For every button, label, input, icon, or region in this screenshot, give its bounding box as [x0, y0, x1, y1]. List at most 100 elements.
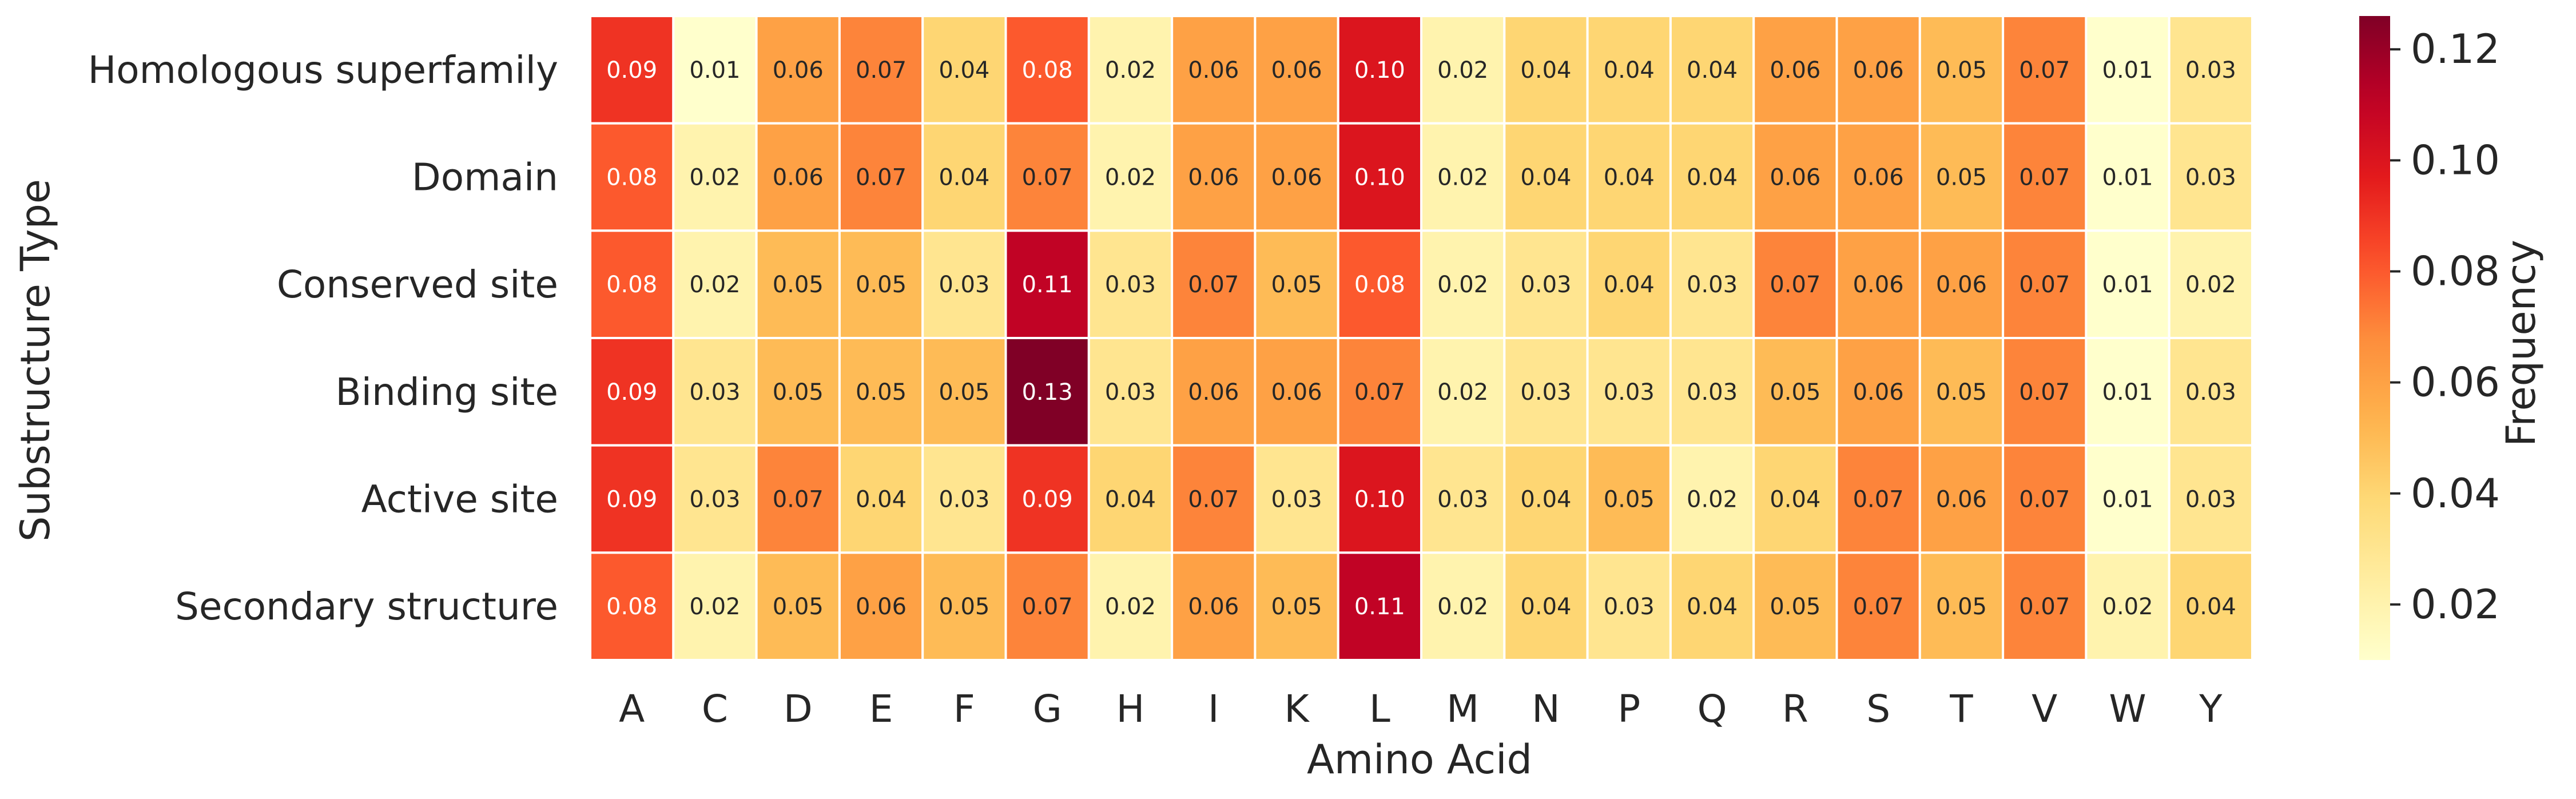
heatmap-cell: [838, 337, 924, 447]
cell-value-label: 0.03: [1271, 487, 1322, 513]
cell-value-label: 0.07: [2019, 165, 2070, 191]
heatmap-cell: [1254, 229, 1339, 340]
cell-value-label: 0.02: [1437, 379, 1488, 406]
x-tick-label: R: [1782, 687, 1808, 731]
heatmap-cell: [2085, 551, 2170, 661]
heatmap-cell: [1918, 444, 2005, 554]
cell-value-label: 0.04: [1770, 487, 1820, 513]
heatmap-cell: [589, 15, 675, 125]
cell-value-label: 0.05: [939, 379, 989, 406]
heatmap-cell: [1004, 15, 1090, 125]
heatmap-cell: [1752, 337, 1838, 447]
cell-value-label: 0.10: [1354, 487, 1405, 513]
y-tick-label: Binding site: [335, 370, 558, 414]
cell-value-label: 0.07: [1188, 487, 1239, 513]
cell-value-label: 0.11: [1354, 594, 1405, 620]
cell-value-label: 0.01: [2102, 272, 2153, 298]
cell-value-label: 0.07: [2019, 57, 2070, 84]
heatmap-cell: [1087, 444, 1174, 554]
cell-value-label: 0.05: [1936, 594, 1987, 620]
x-tick-label: S: [1866, 687, 1890, 731]
colorbar: 0.02 0.04 0.06 0.08 0.10 0.12 Frequency: [2359, 16, 2545, 660]
heatmap-cell: [672, 229, 758, 340]
heatmap-cell: [589, 122, 675, 232]
cell-value-label: 0.02: [1105, 594, 1156, 620]
heatmap-cell: [1171, 444, 1257, 554]
cell-value-label: 0.05: [1770, 594, 1820, 620]
heatmap-cell: [1254, 444, 1339, 554]
x-tick-label: I: [1208, 687, 1219, 731]
cell-value-label: 0.05: [939, 594, 989, 620]
cell-value-label: 0.03: [1687, 379, 1738, 406]
colorbar-tick-label: 0.08: [2411, 248, 2500, 295]
cell-value-label: 0.06: [1853, 165, 1904, 191]
x-tick-label: E: [869, 687, 893, 731]
heatmap-cell: [1752, 229, 1838, 340]
heatmap-cell: [1420, 122, 1506, 232]
cell-value-label: 0.05: [1271, 272, 1322, 298]
heatmap-cell: [1586, 337, 1672, 447]
cell-value-label: 0.04: [1520, 57, 1571, 84]
cell-value-label: 0.06: [1188, 57, 1239, 84]
cell-value-label: 0.03: [1520, 379, 1571, 406]
cell-value-label: 0.08: [1022, 57, 1073, 84]
cell-value-label: 0.01: [2102, 487, 2153, 513]
heatmap-cell: [1087, 229, 1174, 340]
cell-value-label: 0.06: [1936, 272, 1987, 298]
cell-value-label: 0.03: [1520, 272, 1571, 298]
colorbar-label: Frequency: [2498, 240, 2545, 447]
cell-value-label: 0.05: [1936, 379, 1987, 406]
y-tick-label: Conserved site: [277, 263, 558, 307]
y-tick-label: Domain: [412, 156, 558, 200]
cell-value-label: 0.04: [1604, 165, 1655, 191]
heatmap-cell: [2168, 444, 2253, 554]
cell-value-label: 0.06: [1188, 165, 1239, 191]
heatmap-cell: [1669, 15, 1755, 125]
colorbar-tick-label: 0.10: [2411, 137, 2500, 184]
cell-value-label: 0.02: [689, 165, 740, 191]
cell-value-label: 0.04: [1520, 594, 1571, 620]
cell-value-label: 0.09: [1022, 487, 1073, 513]
heatmap-cell: [1835, 444, 1921, 554]
heatmap-cell: [1669, 337, 1755, 447]
cell-value-label: 0.06: [1271, 379, 1322, 406]
cell-value-label: 0.04: [939, 57, 989, 84]
heatmap-cell: [838, 444, 924, 554]
y-tick-label: Homologous superfamily: [88, 48, 558, 92]
cell-value-label: 0.09: [606, 379, 657, 406]
x-tick-label: K: [1284, 687, 1310, 731]
cell-value-label: 0.05: [856, 379, 907, 406]
y-axis-ticks: Homologous superfamily Domain Conserved si…: [88, 48, 558, 629]
cell-value-label: 0.06: [1271, 165, 1322, 191]
heatmap-cell: [2085, 229, 2170, 340]
heatmap-cell: [2168, 15, 2253, 125]
cell-value-label: 0.11: [1022, 272, 1073, 298]
heatmap-cell: [1171, 337, 1257, 447]
cell-value-label: 0.01: [2102, 379, 2153, 406]
heatmap-cell: [2002, 551, 2088, 661]
heatmap-cell: [2002, 15, 2088, 125]
heatmap-cell: [1420, 551, 1506, 661]
cell-value-label: 0.04: [1520, 165, 1571, 191]
cell-value-label: 0.03: [1687, 272, 1738, 298]
cell-value-label: 0.04: [1604, 57, 1655, 84]
x-tick-label: D: [784, 687, 813, 731]
heatmap-cell: [1171, 229, 1257, 340]
heatmap-cell: [1337, 337, 1422, 447]
x-tick-label: G: [1033, 687, 1062, 731]
cell-value-label: 0.02: [689, 272, 740, 298]
heatmap-cell: [755, 229, 841, 340]
cell-value-label: 0.05: [1271, 594, 1322, 620]
heatmap-cell: [1752, 444, 1838, 554]
x-tick-label: A: [619, 687, 645, 731]
cell-value-label: 0.06: [1271, 57, 1322, 84]
heatmap-cell: [1087, 551, 1174, 661]
x-tick-label: Q: [1698, 687, 1727, 731]
heatmap-cell: [2168, 551, 2253, 661]
cell-value-label: 0.01: [689, 57, 740, 84]
cell-value-label: 0.09: [606, 487, 657, 513]
x-tick-label: N: [1532, 687, 1560, 731]
heatmap-cell: [672, 551, 758, 661]
heatmap-cell: [1004, 229, 1090, 340]
